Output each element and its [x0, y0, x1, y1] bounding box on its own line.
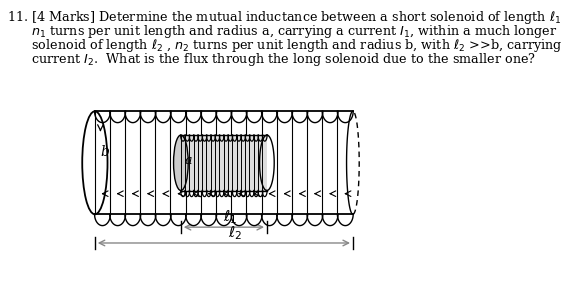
Text: 11. [4 Marks] Determine the mutual inductance between a short solenoid of length: 11. [4 Marks] Determine the mutual induc… — [7, 9, 561, 26]
Ellipse shape — [173, 135, 188, 190]
Text: $n_1$ turns per unit length and radius a, carrying a current $I_1$, within a muc: $n_1$ turns per unit length and radius a… — [7, 23, 558, 40]
Text: a: a — [185, 153, 192, 166]
Bar — [181, 135, 267, 190]
Text: $\ell_2$: $\ell_2$ — [228, 224, 242, 242]
Text: solenoid of length $\ell_2$ , $n_2$ turns per unit length and radius b, with $\e: solenoid of length $\ell_2$ , $n_2$ turn… — [7, 37, 561, 54]
Text: $\ell_1$: $\ell_1$ — [223, 209, 237, 226]
Text: b: b — [100, 145, 109, 160]
Text: current $I_2$.  What is the flux through the long solenoid due to the smaller on: current $I_2$. What is the flux through … — [7, 51, 536, 68]
